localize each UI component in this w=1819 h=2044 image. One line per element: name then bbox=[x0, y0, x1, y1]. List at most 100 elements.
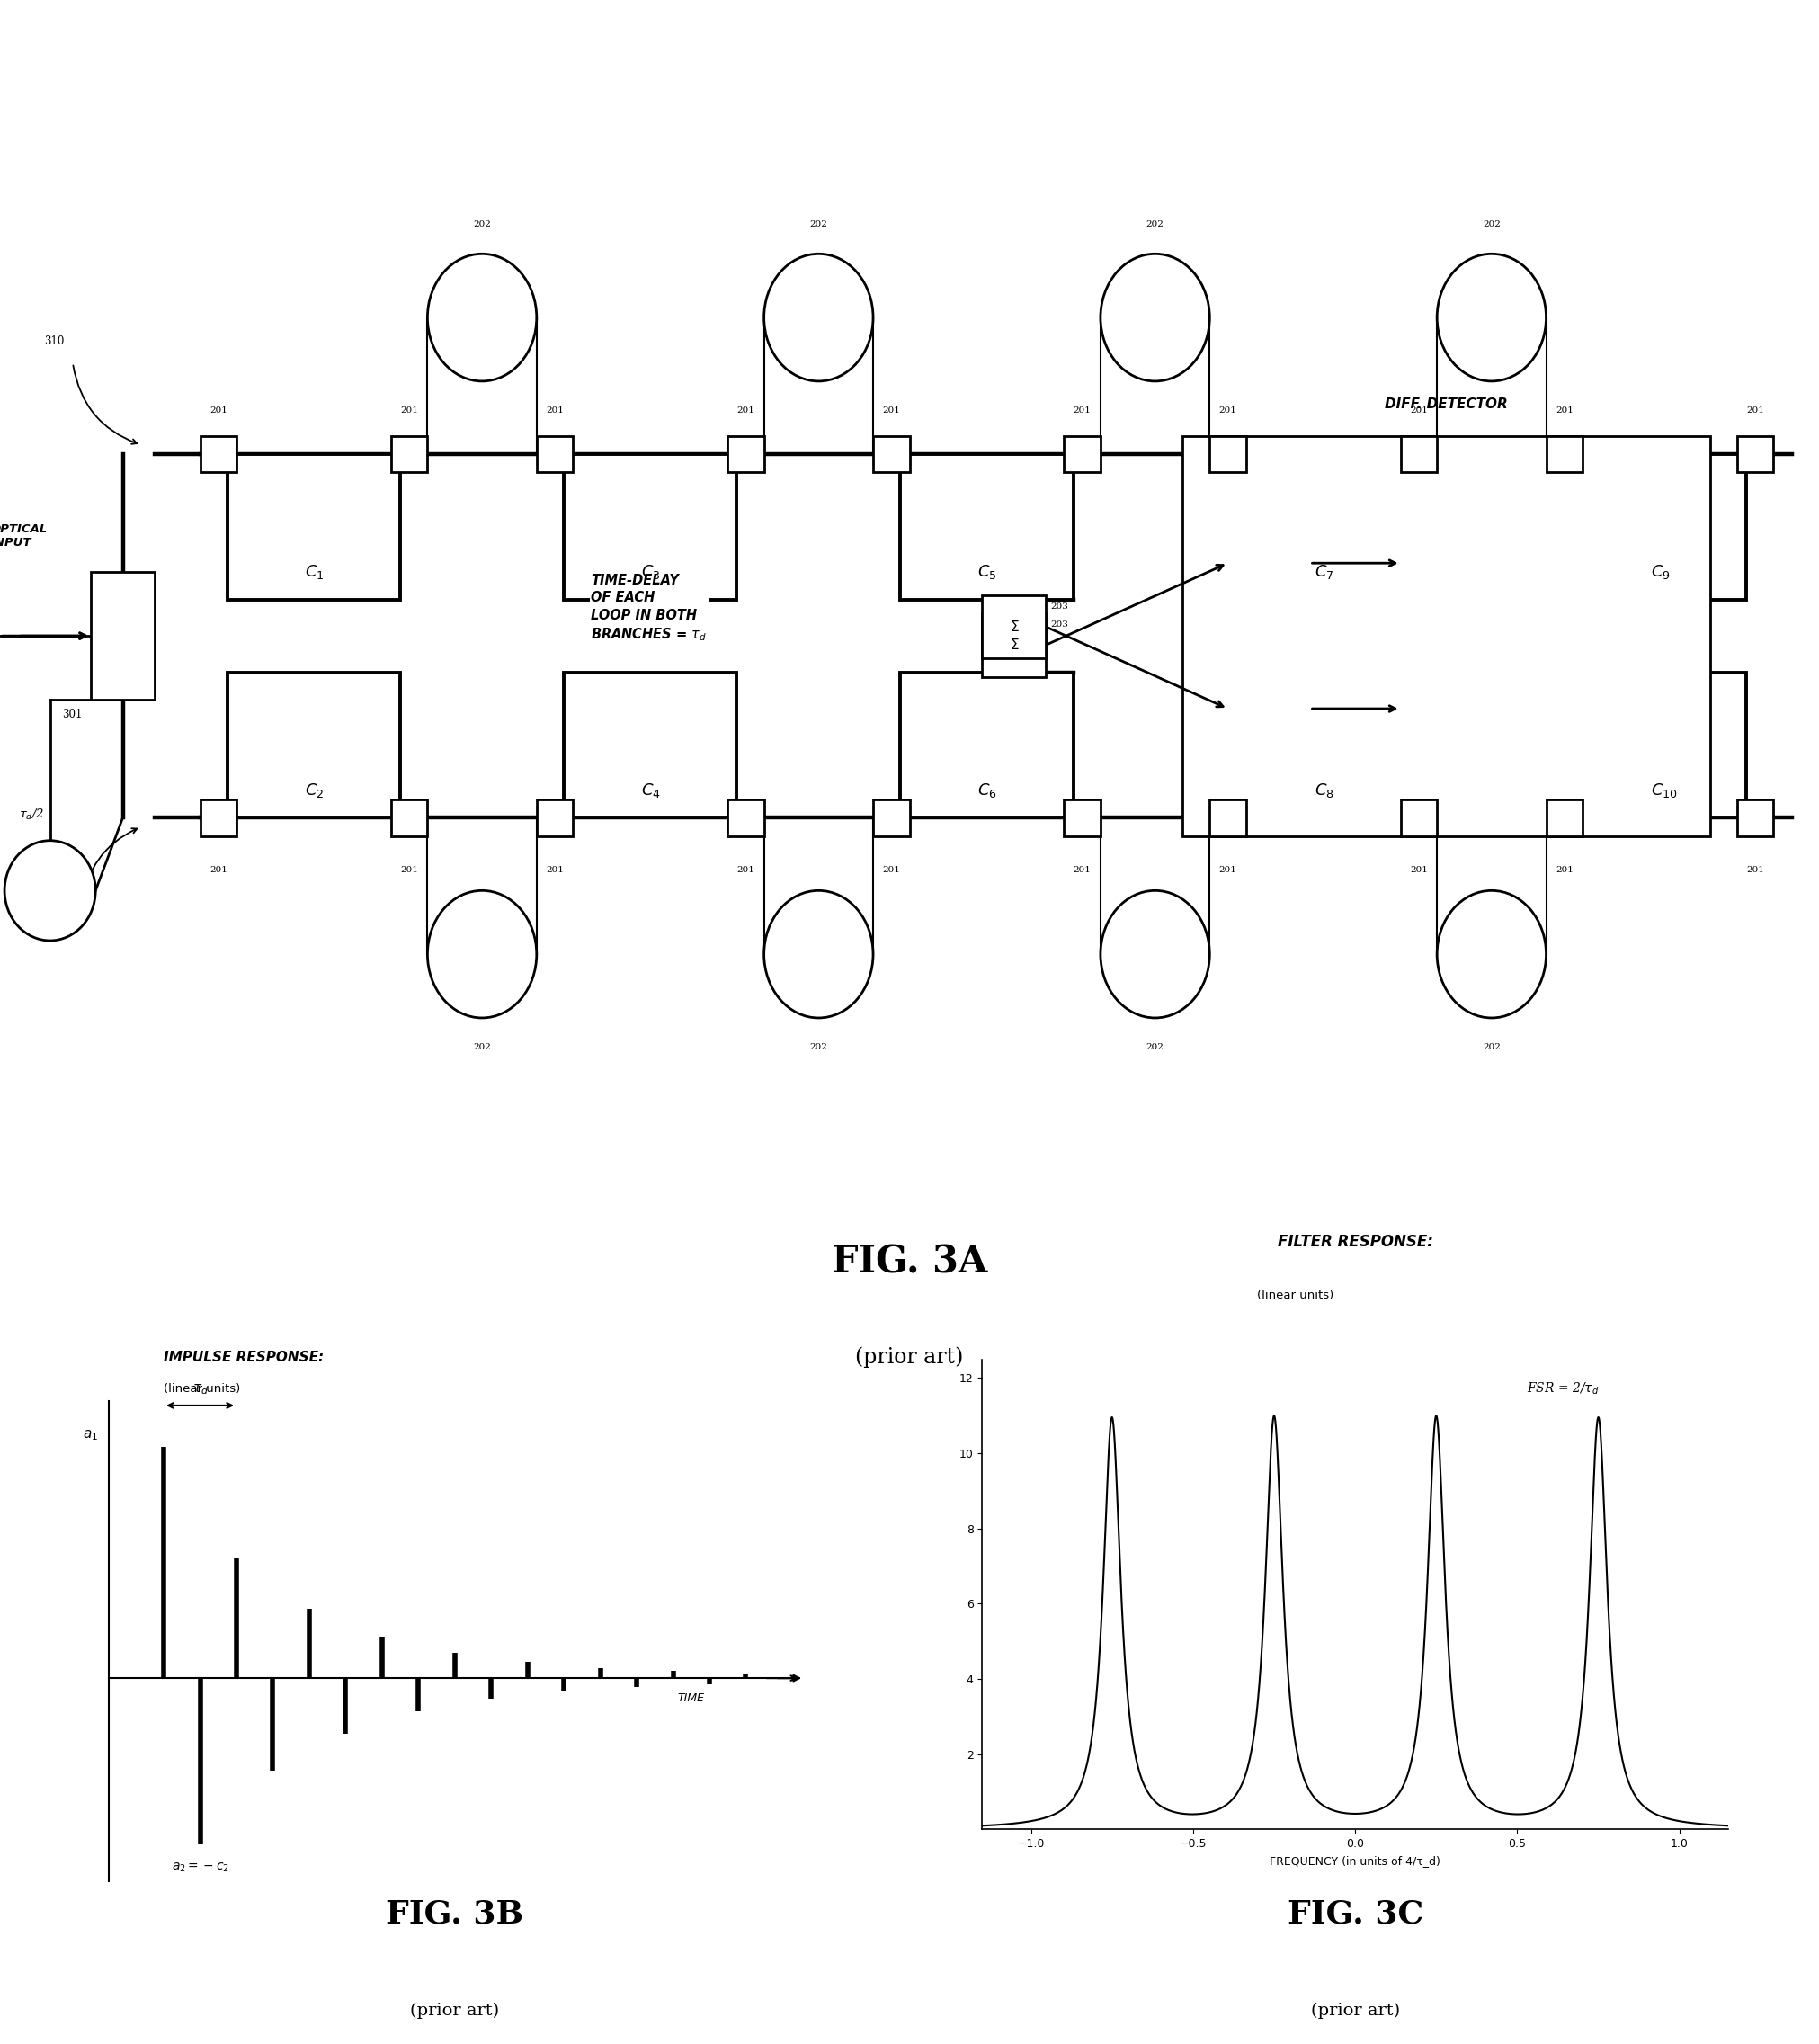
Bar bbox=[227, 454, 400, 599]
Text: 201: 201 bbox=[737, 867, 755, 875]
Text: FIG. 3C: FIG. 3C bbox=[1288, 1899, 1422, 1930]
Text: 201: 201 bbox=[1555, 407, 1573, 415]
Text: 203: 203 bbox=[1051, 603, 1068, 611]
Text: 202: 202 bbox=[473, 221, 491, 229]
Text: (prior art): (prior art) bbox=[1311, 2003, 1399, 2019]
Bar bbox=[1573, 454, 1746, 599]
Bar bbox=[1401, 799, 1437, 836]
Text: $\tau_d$/2: $\tau_d$/2 bbox=[18, 807, 45, 822]
Text: $\tau_d$: $\tau_d$ bbox=[193, 1382, 207, 1396]
Text: $\Sigma$: $\Sigma$ bbox=[1010, 638, 1019, 652]
Text: $C_5$: $C_5$ bbox=[979, 564, 997, 580]
Bar bbox=[1210, 435, 1246, 472]
Bar bbox=[1064, 435, 1100, 472]
Text: $C_8$: $C_8$ bbox=[1313, 781, 1333, 799]
Ellipse shape bbox=[764, 253, 873, 380]
Bar bbox=[91, 572, 155, 699]
Bar bbox=[1737, 435, 1774, 472]
Bar bbox=[728, 799, 764, 836]
Text: IMPULSE RESPONSE:: IMPULSE RESPONSE: bbox=[164, 1351, 324, 1363]
Bar bbox=[1237, 454, 1410, 599]
Ellipse shape bbox=[1437, 891, 1546, 1018]
Ellipse shape bbox=[764, 891, 873, 1018]
Bar bbox=[391, 435, 427, 472]
Bar bbox=[1546, 435, 1583, 472]
Text: 201: 201 bbox=[1073, 867, 1091, 875]
Text: $C_9$: $C_9$ bbox=[1650, 564, 1670, 580]
Text: FSR = 2/$\tau_d$: FSR = 2/$\tau_d$ bbox=[1526, 1380, 1599, 1396]
Text: 201: 201 bbox=[1219, 407, 1237, 415]
Bar bbox=[564, 672, 737, 818]
Bar bbox=[900, 454, 1073, 599]
Text: 201: 201 bbox=[1073, 407, 1091, 415]
Ellipse shape bbox=[1100, 253, 1210, 380]
Text: $C_{10}$: $C_{10}$ bbox=[1650, 781, 1677, 799]
Bar bbox=[564, 454, 737, 599]
Text: 201: 201 bbox=[1410, 867, 1428, 875]
Bar bbox=[728, 435, 764, 472]
Bar bbox=[982, 595, 1046, 658]
Text: 202: 202 bbox=[1146, 221, 1164, 229]
Text: 201: 201 bbox=[1746, 407, 1764, 415]
Text: 310: 310 bbox=[44, 335, 65, 347]
Text: FIG. 3A: FIG. 3A bbox=[831, 1243, 988, 1282]
Text: 301: 301 bbox=[62, 709, 82, 719]
Text: $C_4$: $C_4$ bbox=[640, 781, 660, 799]
Text: $C_2$: $C_2$ bbox=[304, 781, 324, 799]
Bar bbox=[1237, 672, 1410, 818]
Bar bbox=[873, 435, 910, 472]
Text: 201: 201 bbox=[400, 867, 418, 875]
Text: 202: 202 bbox=[473, 1042, 491, 1051]
Bar bbox=[200, 799, 236, 836]
Text: 202: 202 bbox=[809, 221, 828, 229]
Text: 202: 202 bbox=[1482, 1042, 1501, 1051]
Text: (linear units): (linear units) bbox=[1257, 1290, 1333, 1300]
Text: $C_6$: $C_6$ bbox=[979, 781, 997, 799]
Bar bbox=[1182, 435, 1710, 836]
Text: 201: 201 bbox=[546, 407, 564, 415]
Text: $a_1$: $a_1$ bbox=[84, 1429, 98, 1443]
Text: $C_1$: $C_1$ bbox=[304, 564, 324, 580]
Text: 201: 201 bbox=[209, 407, 227, 415]
Text: (prior art): (prior art) bbox=[855, 1347, 964, 1367]
Text: TIME-DELAY
OF EACH
LOOP IN BOTH
BRANCHES = $\tau_d$: TIME-DELAY OF EACH LOOP IN BOTH BRANCHES… bbox=[591, 574, 708, 644]
Ellipse shape bbox=[427, 253, 537, 380]
Text: 202: 202 bbox=[1482, 221, 1501, 229]
Bar bbox=[537, 435, 573, 472]
Text: 201: 201 bbox=[882, 407, 900, 415]
Text: 202: 202 bbox=[809, 1042, 828, 1051]
Bar bbox=[1401, 435, 1437, 472]
Ellipse shape bbox=[427, 891, 537, 1018]
Text: OPTICAL
INPUT: OPTICAL INPUT bbox=[0, 523, 47, 548]
Bar bbox=[1546, 799, 1583, 836]
Text: $C_3$: $C_3$ bbox=[640, 564, 660, 580]
Text: (prior art): (prior art) bbox=[411, 2003, 498, 2019]
Bar bbox=[873, 799, 910, 836]
Text: $\Sigma$: $\Sigma$ bbox=[1010, 619, 1019, 634]
Text: 201: 201 bbox=[209, 867, 227, 875]
Text: 201: 201 bbox=[737, 407, 755, 415]
Bar bbox=[200, 435, 236, 472]
Bar bbox=[537, 799, 573, 836]
Text: 320: 320 bbox=[53, 918, 75, 930]
Text: 201: 201 bbox=[1219, 867, 1237, 875]
Text: (linear units): (linear units) bbox=[164, 1382, 240, 1394]
Text: DIFF. DETECTOR: DIFF. DETECTOR bbox=[1384, 399, 1508, 411]
Text: $a_2 = -c_2$: $a_2 = -c_2$ bbox=[171, 1860, 229, 1874]
Text: 201: 201 bbox=[882, 867, 900, 875]
Bar bbox=[227, 672, 400, 818]
Bar bbox=[1573, 672, 1746, 818]
Bar bbox=[1064, 799, 1100, 836]
Text: 202: 202 bbox=[1146, 1042, 1164, 1051]
Text: FIG. 3B: FIG. 3B bbox=[386, 1899, 524, 1930]
Text: 201: 201 bbox=[546, 867, 564, 875]
Text: 201: 201 bbox=[400, 407, 418, 415]
Ellipse shape bbox=[4, 840, 95, 940]
Ellipse shape bbox=[1100, 891, 1210, 1018]
Text: 201: 201 bbox=[1555, 867, 1573, 875]
Bar bbox=[900, 672, 1073, 818]
Text: FILTER RESPONSE:: FILTER RESPONSE: bbox=[1277, 1235, 1433, 1251]
Text: $C_7$: $C_7$ bbox=[1313, 564, 1333, 580]
Bar bbox=[982, 613, 1046, 677]
Ellipse shape bbox=[1437, 253, 1546, 380]
